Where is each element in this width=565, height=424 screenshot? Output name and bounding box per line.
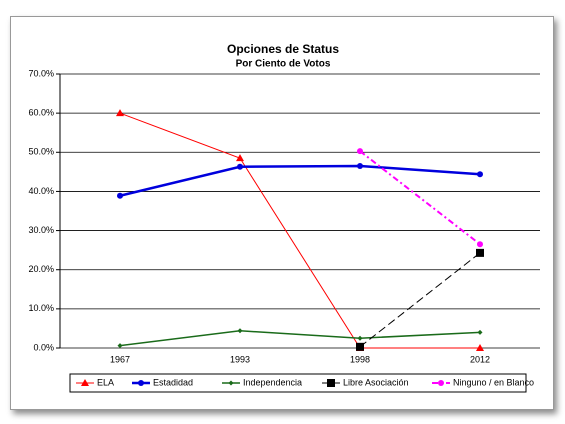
legend-label: Estadidad bbox=[153, 377, 193, 387]
marker bbox=[117, 192, 123, 199]
y-tick-label: 70.0% bbox=[28, 68, 54, 78]
marker bbox=[237, 328, 243, 334]
y-tick-label: 30.0% bbox=[28, 225, 54, 235]
chart-card bbox=[10, 16, 554, 410]
chart-title: Opciones de Status bbox=[227, 42, 339, 56]
x-tick-label: 1998 bbox=[350, 354, 370, 364]
series-line bbox=[119, 330, 481, 347]
marker bbox=[81, 379, 89, 386]
marker bbox=[477, 241, 483, 248]
legend-box bbox=[69, 373, 527, 393]
marker bbox=[477, 171, 483, 178]
marker bbox=[476, 248, 484, 257]
x-tick-label: 1967 bbox=[110, 354, 130, 364]
legend-label: ELA bbox=[97, 377, 114, 387]
x-tick-label: 1993 bbox=[230, 354, 250, 364]
series-line bbox=[119, 164, 481, 197]
y-tick-label: 40.0% bbox=[28, 186, 54, 196]
marker bbox=[357, 148, 363, 155]
series-line bbox=[119, 112, 480, 349]
legend-label: Libre Asociación bbox=[343, 377, 409, 387]
marker bbox=[236, 154, 244, 162]
y-tick-label: 20.0% bbox=[28, 264, 54, 274]
chart-subtitle: Por Ciento de Votos bbox=[236, 59, 331, 70]
marker bbox=[327, 379, 335, 387]
series-line bbox=[359, 150, 481, 246]
y-tick-label: 60.0% bbox=[28, 108, 54, 118]
marker bbox=[237, 163, 243, 170]
y-tick-label: 50.0% bbox=[28, 147, 54, 157]
marker bbox=[476, 344, 484, 351]
marker bbox=[356, 342, 364, 351]
marker bbox=[357, 162, 363, 169]
marker bbox=[228, 380, 234, 386]
marker bbox=[477, 329, 483, 335]
y-tick-label: 0.0% bbox=[33, 342, 54, 352]
marker bbox=[138, 380, 144, 386]
legend-label: Ninguno / en Blanco bbox=[453, 377, 534, 387]
x-tick-label: 2012 bbox=[470, 354, 490, 364]
marker bbox=[438, 380, 444, 386]
series-line bbox=[359, 252, 481, 348]
marker bbox=[117, 343, 123, 349]
marker bbox=[116, 109, 124, 117]
legend-label: Independencia bbox=[243, 377, 302, 387]
y-tick-label: 10.0% bbox=[28, 303, 54, 313]
marker bbox=[357, 335, 363, 341]
